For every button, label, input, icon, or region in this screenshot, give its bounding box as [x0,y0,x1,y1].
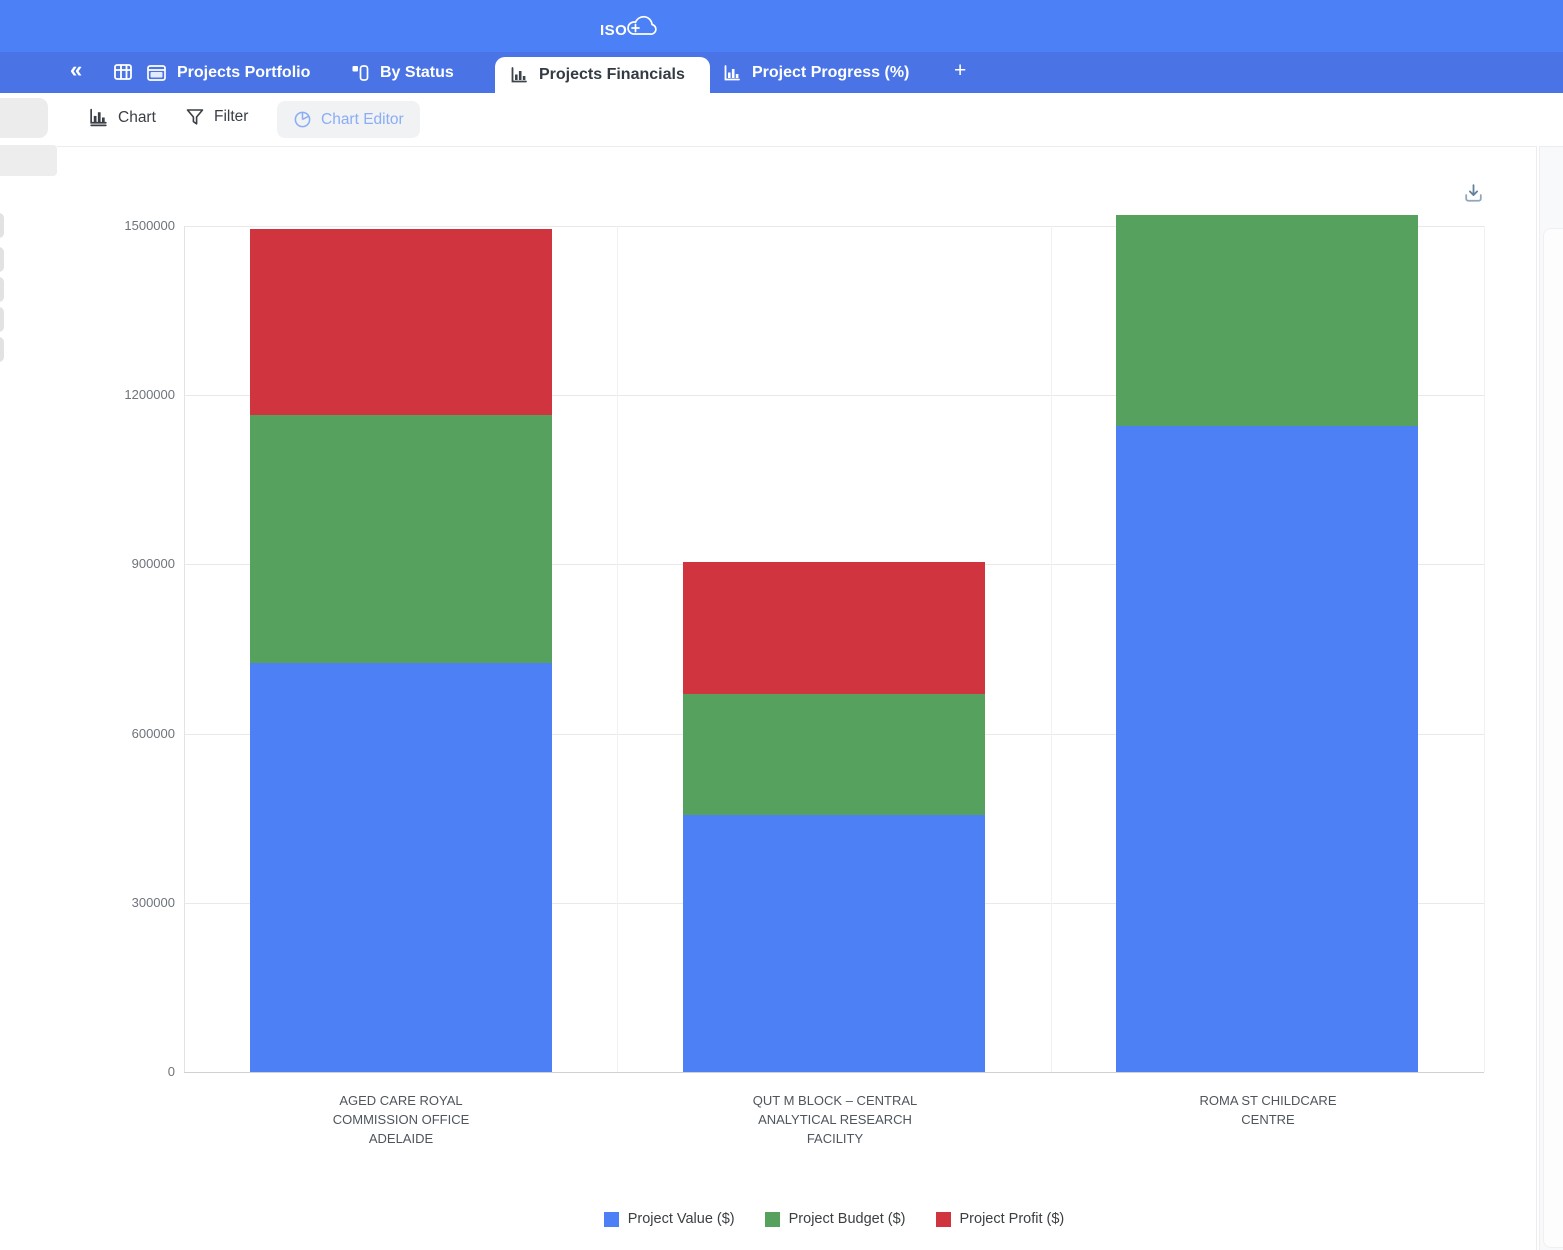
funnel-icon [186,109,204,125]
y-tick-label: 0 [167,1064,175,1079]
stacked-bar-1[interactable] [683,226,985,1072]
chevron-double-left-icon[interactable]: « [70,57,83,82]
vertical-gridline [1484,226,1485,1072]
tab-label: Projects Portfolio [177,63,311,81]
chart-legend: Project Value ($) Project Budget ($) Pro… [184,1211,1484,1227]
download-icon[interactable] [1461,181,1486,211]
scrollbar-thumb[interactable] [1543,228,1563,1248]
vertical-gridline [184,226,185,1072]
bar-segment[interactable] [249,663,552,1072]
y-tick-label: 900000 [131,556,175,572]
bar-segment[interactable] [1116,214,1419,427]
x-axis-label: ROMA ST CHILDCARE CENTRE [1199,1093,1337,1127]
legend-item-project-budget[interactable]: Project Budget ($) [764,1211,906,1227]
vertical-gridline [1050,226,1052,1072]
plot-area [184,214,1485,1073]
gridline [184,226,1484,227]
filter-button-label: Filter [214,108,249,125]
tab-bar: « Projects Portfolio By Status Projects … [0,52,1563,93]
add-tab-button[interactable]: + [954,59,967,82]
tab-by-status[interactable]: By Status [350,52,454,93]
app-logo: ISO [600,10,661,42]
bar-segment[interactable] [1116,426,1419,1072]
scrollbar-track[interactable] [1539,146,1563,1250]
spreadsheet-icon [147,64,166,81]
legend-label: Project Budget ($) [788,1211,906,1227]
toolbar: Chart Filter Chart Editor [0,93,1563,146]
legend-item-project-value[interactable]: Project Value ($) [603,1211,735,1227]
tab-projects-portfolio[interactable]: Projects Portfolio [146,52,310,93]
kanban-icon [352,64,369,81]
selected-row-placeholder [0,145,57,176]
y-tick-label: 1200000 [124,387,175,403]
tab-label: Projects Financials [539,66,685,83]
bar-segment[interactable] [683,694,985,816]
chart-button[interactable]: Chart [88,107,156,128]
bar-segment[interactable] [249,228,552,415]
chart-editor-button-label: Chart Editor [321,110,404,128]
app-header: ISO [0,0,1563,52]
rail-item-placeholder [0,247,4,272]
rail-item-placeholder [0,213,4,238]
legend-label: Project Value ($) [627,1211,735,1227]
y-tick-label: 300000 [131,894,175,910]
chart-button-label: Chart [118,108,156,126]
vertical-gridline [617,226,619,1072]
tab-label: By Status [380,63,454,81]
stacked-bar-2[interactable] [1116,214,1419,1072]
bar-segment[interactable] [683,561,985,695]
cloud-plus-icon [627,15,658,35]
collapsed-panel-placeholder [0,98,48,138]
chart-editor-button[interactable]: Chart Editor [277,101,420,138]
table-grid-icon[interactable] [112,61,134,88]
gridline [184,1072,1484,1073]
legend-item-project-profit[interactable]: Project Profit ($) [935,1211,1065,1227]
legend-swatch [935,1211,951,1227]
rail-item-placeholder [0,307,4,332]
tab-projects-financials[interactable]: Projects Financials [495,57,710,93]
chart-panel: 0 300000 600000 900000 1200000 1500000 AGED C… [57,146,1537,1250]
y-tick-label: 600000 [131,725,175,741]
bar-segment[interactable] [249,414,552,664]
gridline [184,395,1484,397]
rail-item-placeholder [0,277,4,302]
x-axis-label: AGED CARE ROYAL COMMISSION OFFICE ADELAI… [332,1093,470,1146]
filter-button[interactable]: Filter [185,107,248,127]
pie-chart-icon [294,111,311,128]
bar-chart-icon [724,64,740,80]
bar-chart-icon [511,67,527,83]
stacked-bar-0[interactable] [249,226,552,1072]
bar-chart-icon [90,108,107,127]
legend-label: Project Profit ($) [959,1211,1065,1227]
x-axis-label: QUT M BLOCK – CENTRAL ANALYTICAL RESEARC… [752,1093,918,1146]
tab-label: Project Progress (%) [752,63,910,81]
y-tick-label: 1500000 [124,218,175,233]
tab-project-progress[interactable]: Project Progress (%) [722,52,909,93]
rail-item-placeholder [0,337,4,362]
bar-segment[interactable] [683,815,985,1072]
legend-swatch [764,1211,780,1227]
logo-text: ISO [600,21,628,39]
legend-swatch [603,1211,619,1227]
